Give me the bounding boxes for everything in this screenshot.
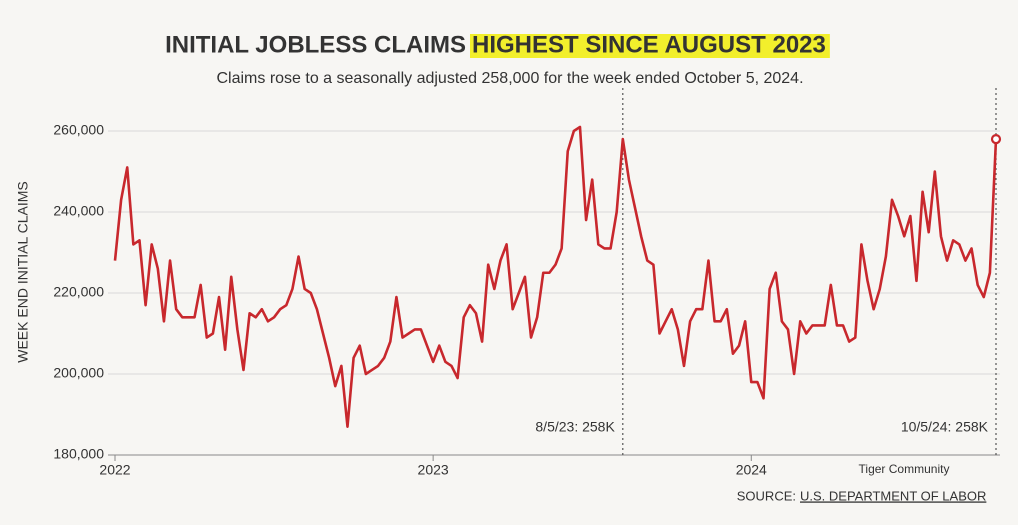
- annotation: 8/5/23: 258K: [535, 419, 615, 435]
- x-tick-label: 2023: [418, 462, 449, 478]
- y-tick-label: 240,000: [53, 203, 104, 219]
- title-highlight-box: [470, 34, 830, 58]
- x-tick-label: 2022: [99, 462, 130, 478]
- source-label: SOURCE:: [737, 488, 796, 503]
- y-tick-label: 220,000: [53, 284, 104, 300]
- chart-title-highlight: HIGHEST SINCE AUGUST 2023: [472, 31, 826, 58]
- annotation: 10/5/24: 258K: [901, 419, 989, 435]
- last-point-marker: [990, 134, 1002, 145]
- y-axis-label: WEEK END INITIAL CLAIMS: [15, 181, 31, 363]
- data-line: [113, 125, 998, 428]
- watermark: Tiger Community: [859, 462, 950, 476]
- x-tick-label: 2024: [736, 462, 767, 478]
- chart-title: INITIAL JOBLESS CLAIMS: [165, 31, 466, 58]
- source-link[interactable]: U.S. DEPARTMENT OF LABOR: [800, 488, 986, 503]
- y-tick-label: 260,000: [53, 122, 104, 138]
- y-tick-label: 180,000: [53, 446, 104, 462]
- chart-subtitle: Claims rose to a seasonally adjusted 258…: [216, 70, 803, 87]
- y-tick-label: 200,000: [53, 365, 104, 381]
